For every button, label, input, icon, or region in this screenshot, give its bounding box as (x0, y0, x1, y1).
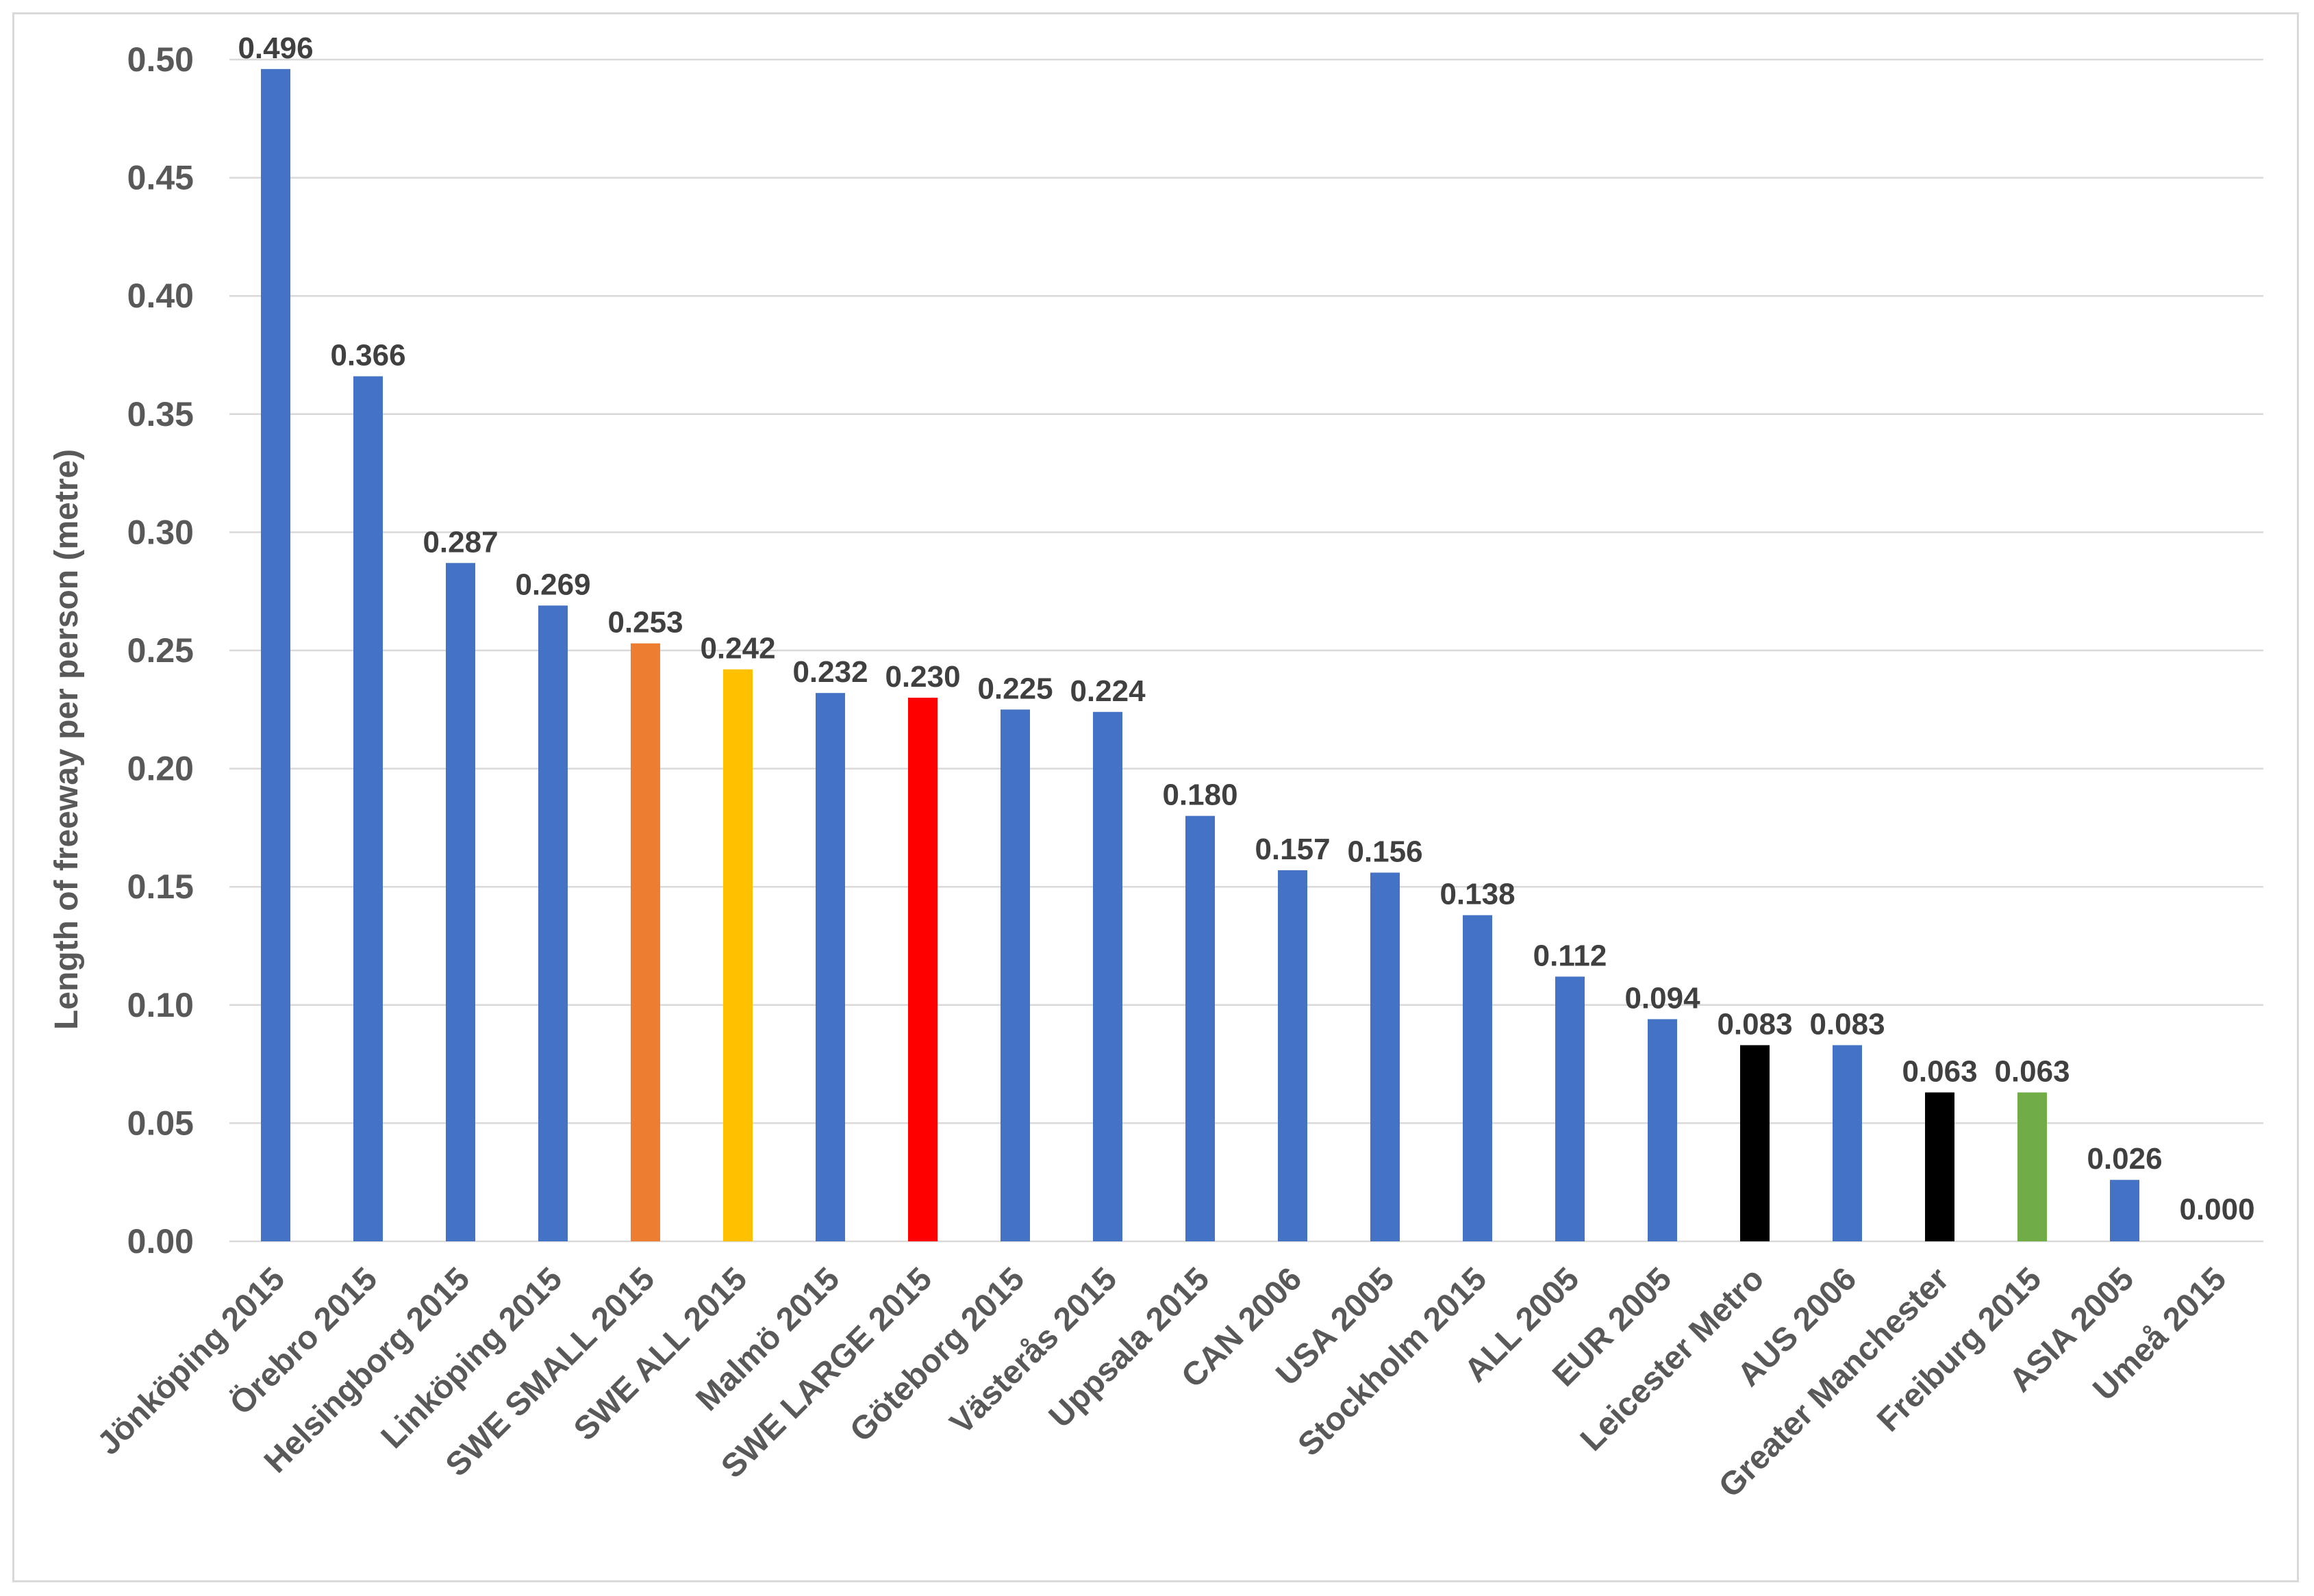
bar (446, 563, 475, 1241)
data-label: 0.242 (700, 632, 775, 666)
bar (1925, 1092, 1954, 1241)
y-axis-ticks: 0.00 0.05 0.10 0.15 0.20 0.25 0.30 0.35 0.40 0.45… (127, 40, 194, 1261)
bar (1648, 1019, 1677, 1241)
bar (908, 698, 938, 1241)
data-label: 0.230 (885, 660, 960, 694)
bar (631, 643, 660, 1241)
bar (1278, 870, 1307, 1241)
bar (2110, 1180, 2139, 1241)
data-label: 0.496 (238, 31, 313, 65)
data-label: 0.287 (423, 525, 498, 559)
data-label: 0.225 (977, 672, 1053, 705)
data-labels: 0.496 0.366 0.287 0.269 0.253 0.242 0.232 0.230… (238, 31, 2254, 1226)
data-label: 0.180 (1162, 778, 1237, 812)
data-label: 0.366 (330, 339, 405, 372)
bars (261, 68, 2139, 1242)
bar (1463, 915, 1492, 1241)
bar (1093, 711, 1122, 1241)
bar (816, 693, 845, 1241)
data-label: 0.253 (607, 606, 683, 639)
data-label: 0.138 (1439, 878, 1515, 911)
chart-frame: 0.00 0.05 0.10 0.15 0.20 0.25 0.30 0.35 0.40 0.45… (12, 12, 2299, 1582)
data-label: 0.156 (1347, 835, 1422, 868)
data-label: 0.157 (1255, 833, 1330, 866)
y-tick-label: 0.05 (127, 1104, 194, 1142)
data-label: 0.224 (1070, 674, 1146, 708)
bar (2017, 1092, 2047, 1241)
data-label: 0.026 (2087, 1142, 2162, 1176)
x-tick-label: Västerås 2015 (943, 1261, 1124, 1441)
bar (261, 68, 290, 1242)
data-label: 0.000 (2179, 1193, 2254, 1226)
y-tick-label: 0.25 (127, 631, 194, 670)
x-tick-label: Freiburg 2015 (1870, 1261, 2048, 1439)
bar (723, 669, 753, 1241)
y-tick-label: 0.00 (127, 1222, 194, 1261)
bar (353, 376, 383, 1241)
data-label: 0.063 (1902, 1055, 1977, 1089)
data-label: 0.112 (1533, 939, 1607, 972)
y-tick-label: 0.40 (127, 277, 194, 315)
bar (1555, 976, 1585, 1241)
x-tick-label: Uppsala 2015 (1042, 1261, 1216, 1434)
gridlines (229, 58, 2263, 1243)
y-tick-label: 0.50 (127, 40, 194, 79)
data-label: 0.094 (1624, 982, 1700, 1015)
bar (538, 605, 568, 1241)
bar (1740, 1045, 1770, 1241)
bar (1833, 1045, 1862, 1241)
bar-chart: 0.00 0.05 0.10 0.15 0.20 0.25 0.30 0.35 0.40 0.45… (49, 31, 2263, 1505)
data-label: 0.063 (1994, 1055, 2070, 1089)
y-tick-label: 0.15 (127, 867, 194, 906)
y-tick-label: 0.45 (127, 159, 194, 197)
y-tick-label: 0.20 (127, 750, 194, 788)
bar (1001, 709, 1030, 1241)
y-axis-title: Length of freeway per person (metre) (49, 449, 85, 1030)
bar (1185, 815, 1215, 1241)
data-label: 0.269 (515, 568, 590, 601)
y-tick-label: 0.35 (127, 395, 194, 433)
y-tick-label: 0.30 (127, 513, 194, 551)
data-label: 0.083 (1717, 1007, 1792, 1041)
data-label: 0.083 (1809, 1007, 1885, 1041)
data-label: 0.232 (792, 655, 868, 689)
x-tick-label: SWE ALL 2015 (567, 1261, 754, 1447)
y-tick-label: 0.10 (127, 986, 194, 1024)
bar (1370, 872, 1400, 1241)
